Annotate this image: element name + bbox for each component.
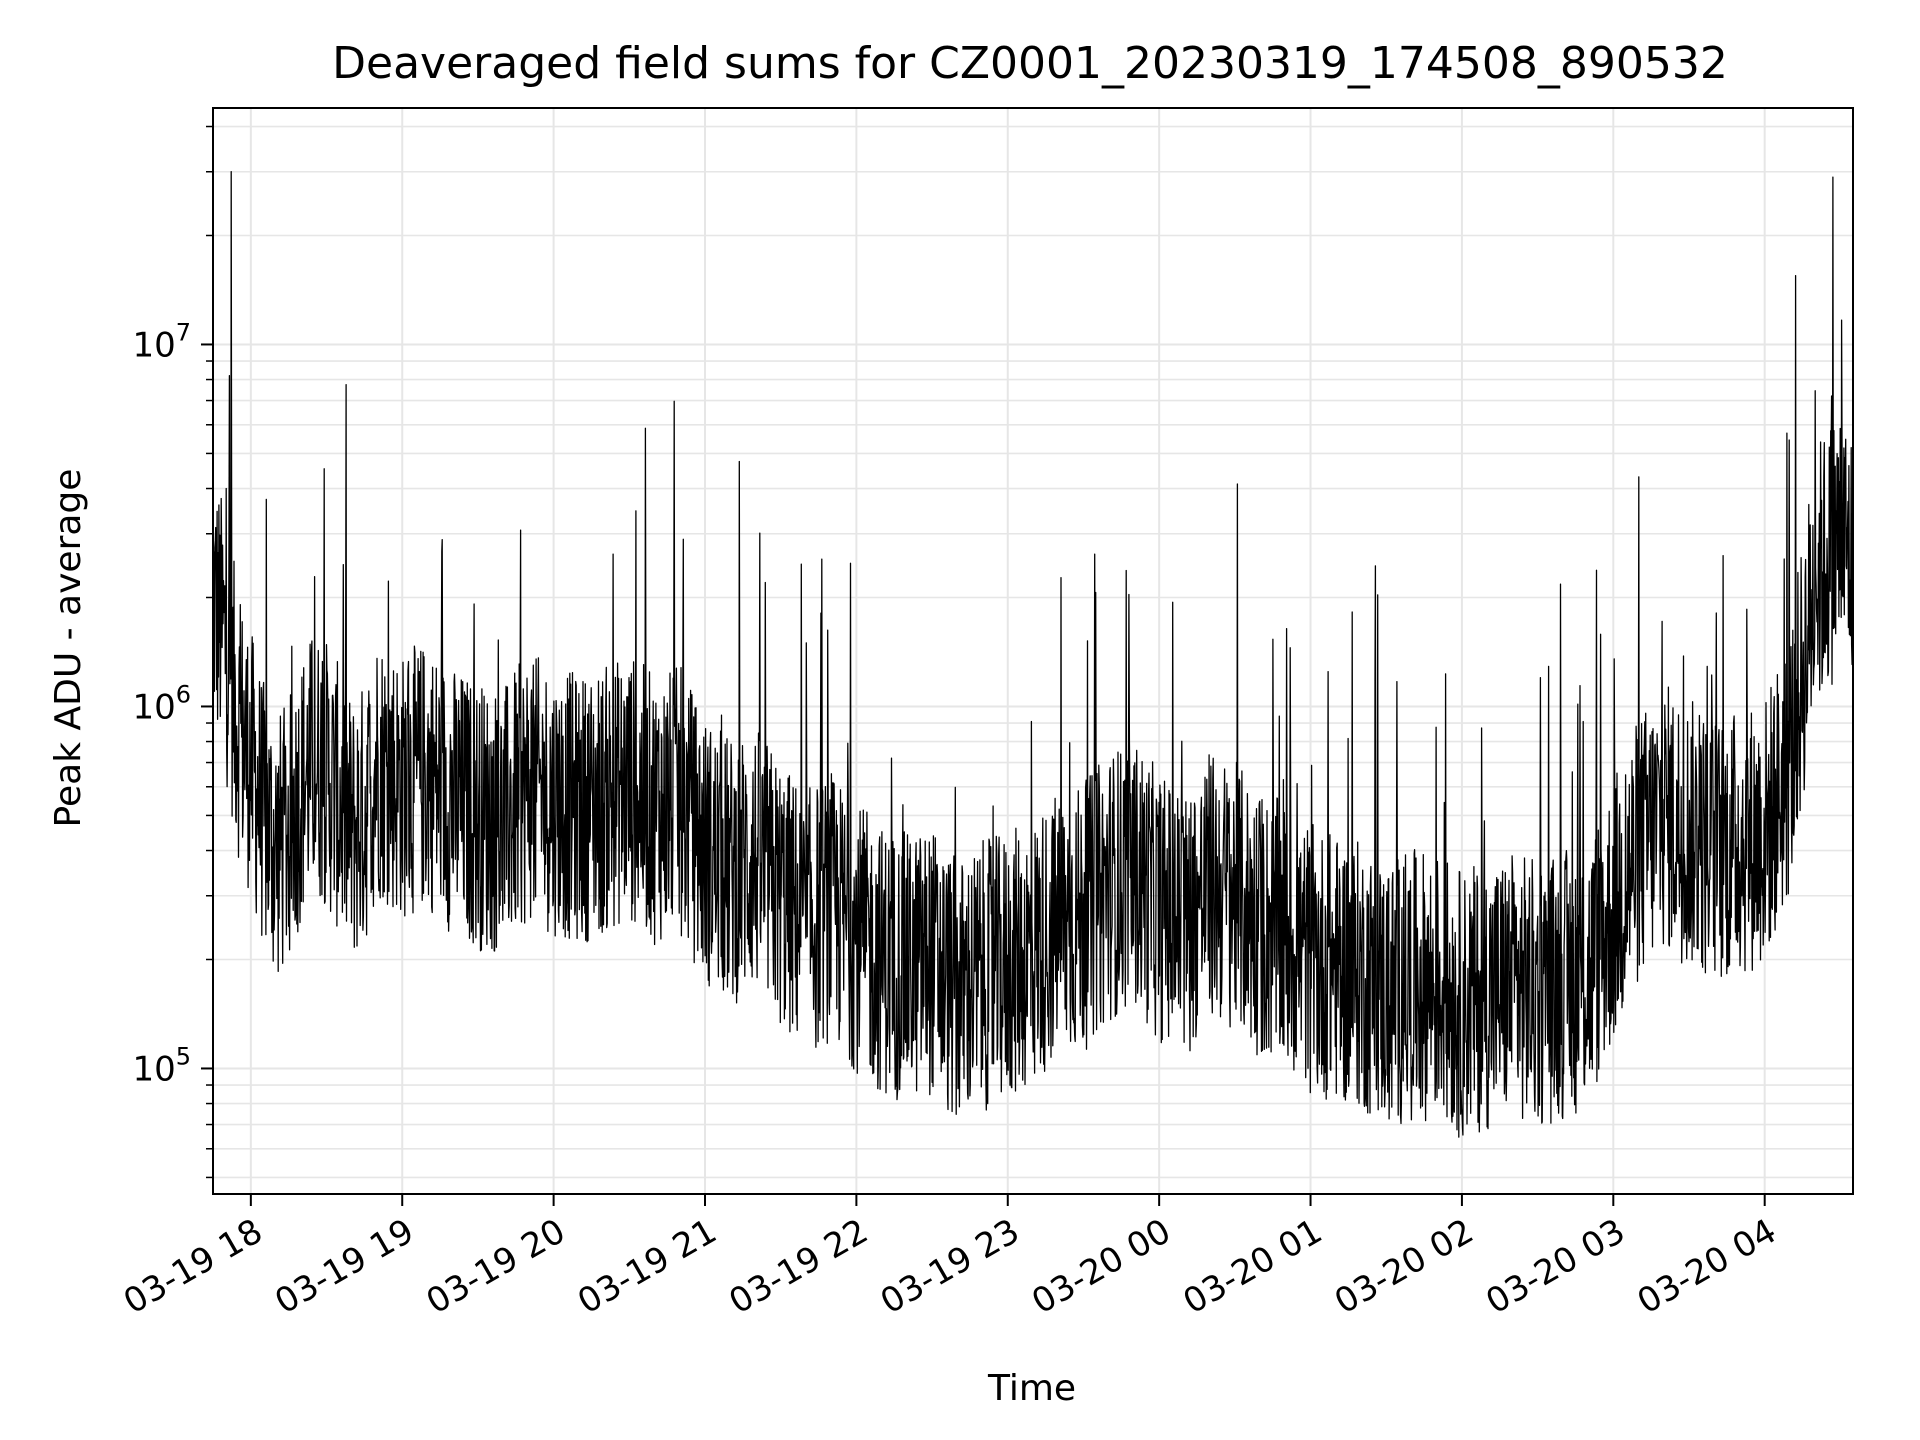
y-axis-ticks: 105 106 107 — [132, 125, 213, 1179]
y-axis-label: Peak ADU - average — [48, 469, 89, 828]
series-trace — [212, 171, 1854, 1138]
chart-title: Deaveraged field sums for CZ0001_2023031… — [332, 38, 1728, 89]
plot-frame — [212, 107, 1854, 1195]
y-tick-label: 105 — [132, 1042, 191, 1089]
series-line — [212, 171, 1854, 1138]
x-axis-label: Time — [987, 1368, 1076, 1409]
y-tick-label: 106 — [132, 680, 191, 727]
y-tick-label: 107 — [132, 318, 191, 365]
